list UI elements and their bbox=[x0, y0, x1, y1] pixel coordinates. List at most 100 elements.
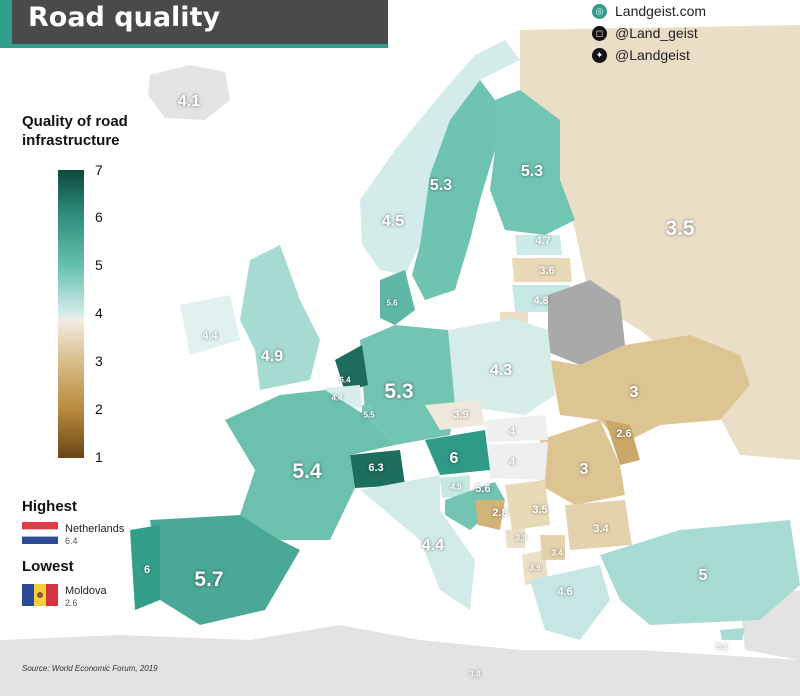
brand-block: ◎ Landgeist.com ◻ @Land_geist ✦ @Landgei… bbox=[592, 0, 782, 66]
brand-instagram[interactable]: ◻ @Land_geist bbox=[592, 22, 782, 44]
legend-tick: 3 bbox=[95, 353, 103, 369]
ukraine-shape bbox=[550, 335, 750, 445]
highest-country: Netherlands bbox=[65, 523, 125, 535]
instagram-icon: ◻ bbox=[592, 25, 607, 41]
source-note: Source: World Economic Forum, 2019 bbox=[22, 664, 158, 673]
germany-value: 5.3 bbox=[384, 380, 414, 403]
luxembourg-value: 5.5 bbox=[363, 410, 375, 420]
north-macedonia-shape bbox=[540, 535, 565, 560]
ireland-value: 4.4 bbox=[202, 330, 218, 342]
switzerland-value: 6.3 bbox=[368, 462, 384, 474]
brand-twitter-label: @Landgeist bbox=[615, 47, 690, 63]
globe-icon: ◎ bbox=[592, 3, 607, 19]
hungary-shape bbox=[485, 442, 548, 480]
estonia-value: 4.7 bbox=[535, 235, 551, 247]
legend-tick: 2 bbox=[95, 401, 103, 417]
finland-value: 5.3 bbox=[520, 163, 544, 180]
greece-shape bbox=[530, 565, 610, 640]
uk-value: 4.9 bbox=[260, 348, 284, 365]
poland-value: 4.3 bbox=[489, 362, 513, 379]
legend-tick: 5 bbox=[95, 257, 103, 273]
lowest-country: Moldova bbox=[65, 585, 107, 597]
slovenia-value: 4.9 bbox=[450, 482, 462, 492]
spain-value: 5.7 bbox=[194, 568, 224, 591]
spain-shape bbox=[150, 515, 300, 625]
iceland-shape bbox=[148, 65, 230, 120]
twitter-icon: ✦ bbox=[592, 47, 607, 63]
legend-colorbar bbox=[58, 170, 84, 458]
moldova-flag-icon bbox=[22, 584, 58, 606]
sweden-shape bbox=[412, 80, 495, 300]
moldova-shape bbox=[605, 420, 640, 465]
austria-shape bbox=[425, 430, 490, 475]
brand-website-label: Landgeist.com bbox=[615, 3, 707, 19]
france-value: 5.4 bbox=[292, 460, 322, 483]
greece-value: 4.6 bbox=[557, 586, 573, 598]
map-title: Road quality bbox=[28, 2, 221, 33]
croatia-value: 5.6 bbox=[475, 483, 491, 495]
bulgaria-value: 3.4 bbox=[593, 523, 609, 535]
slovenia-shape bbox=[440, 475, 470, 498]
latvia-value: 3.6 bbox=[539, 265, 555, 277]
brand-instagram-label: @Land_geist bbox=[615, 25, 698, 41]
bosnia-value: 2.8 bbox=[492, 507, 508, 519]
moldova-value: 2.6 bbox=[616, 428, 632, 440]
bulgaria-shape bbox=[565, 500, 632, 550]
title-accent bbox=[0, 0, 12, 44]
legend-tick: 4 bbox=[95, 305, 103, 321]
netherlands-flag-icon bbox=[22, 522, 58, 544]
legend-title: Quality of road infrastructure bbox=[22, 113, 128, 149]
ireland-shape bbox=[180, 295, 240, 355]
norway-value: 4.5 bbox=[381, 213, 405, 230]
cyprus-shape bbox=[720, 628, 745, 640]
belgium-value: 4.4 bbox=[331, 393, 343, 403]
legend-tick: 6 bbox=[95, 209, 103, 225]
romania-value: 3 bbox=[579, 461, 589, 478]
switzerland-shape bbox=[350, 450, 405, 488]
turkey-shape bbox=[600, 520, 800, 625]
serbia-shape bbox=[505, 480, 550, 530]
albania-shape bbox=[522, 550, 548, 585]
north-africa-land bbox=[0, 625, 800, 696]
portugal-value: 6 bbox=[143, 564, 151, 576]
iceland-value: 4.1 bbox=[177, 93, 201, 110]
bosnia-shape bbox=[475, 500, 505, 530]
lowest-heading: Lowest bbox=[22, 558, 74, 575]
montenegro-value: 3.9 bbox=[515, 533, 527, 543]
poland-shape bbox=[448, 318, 555, 415]
norway-shape bbox=[360, 40, 520, 275]
highest-heading: Highest bbox=[22, 498, 78, 515]
slovakia-shape bbox=[485, 415, 548, 442]
brand-website[interactable]: ◎ Landgeist.com bbox=[592, 0, 782, 22]
denmark-shape bbox=[380, 270, 415, 325]
uk-shape bbox=[240, 245, 320, 390]
lowest-value: 2.6 bbox=[65, 598, 78, 608]
highest-value: 6.4 bbox=[65, 536, 78, 546]
hungary-value: 4 bbox=[508, 456, 516, 468]
denmark-value: 5.6 bbox=[386, 298, 398, 308]
brand-twitter[interactable]: ✦ @Landgeist bbox=[592, 44, 782, 66]
latvia-shape bbox=[512, 258, 572, 282]
belarus-shape bbox=[548, 280, 625, 365]
legend-tick: 1 bbox=[95, 449, 103, 465]
russia-value: 3.5 bbox=[665, 217, 695, 240]
north-macedonia-value: 3.4 bbox=[551, 548, 563, 558]
title-banner: Road quality bbox=[0, 0, 388, 48]
austria-value: 6 bbox=[449, 450, 459, 467]
czechia-shape bbox=[425, 400, 485, 430]
serbia-value: 3.5 bbox=[532, 504, 548, 516]
estonia-shape bbox=[515, 235, 562, 255]
france-shape bbox=[225, 390, 395, 540]
montenegro-shape bbox=[505, 528, 525, 548]
romania-shape bbox=[540, 420, 625, 505]
croatia-shape bbox=[445, 482, 505, 530]
slovakia-value: 4 bbox=[508, 426, 516, 438]
lithuania-value: 4.8 bbox=[533, 295, 549, 307]
malta-value: 3.8 bbox=[469, 669, 481, 679]
portugal-shape bbox=[130, 525, 160, 610]
cyprus-value: 5.1 bbox=[716, 642, 728, 652]
finland-shape bbox=[490, 90, 575, 235]
legend-tick: 7 bbox=[95, 162, 103, 178]
ukraine-value: 3 bbox=[629, 384, 639, 401]
